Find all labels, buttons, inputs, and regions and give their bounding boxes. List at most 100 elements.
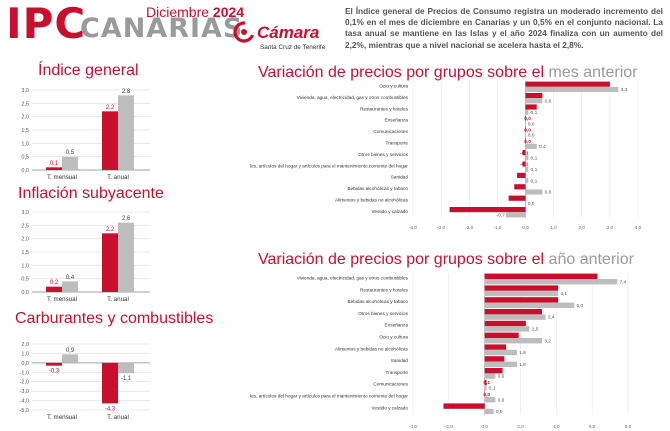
bar xyxy=(484,385,487,391)
category-label: Sanidad xyxy=(391,175,409,180)
category-label: Muebles, artículos del hogar y artículos… xyxy=(250,163,408,168)
category-label: Comunicaciones xyxy=(373,382,408,387)
bar xyxy=(525,155,529,161)
bar xyxy=(525,115,526,121)
title-anio-anterior: Variación de precios por grupos sobre el… xyxy=(258,251,634,269)
bar xyxy=(102,362,118,404)
bar xyxy=(484,273,598,279)
data-label: 4,1 xyxy=(551,286,558,292)
bar xyxy=(484,373,496,379)
bar xyxy=(484,309,542,315)
bar xyxy=(484,326,530,332)
bar xyxy=(62,354,78,363)
bar xyxy=(522,150,526,156)
data-label: 0,1 xyxy=(50,161,59,167)
y-tick-label: 1,0 xyxy=(21,263,29,269)
data-label: 0,4 xyxy=(539,144,546,150)
bar xyxy=(508,195,526,201)
bar xyxy=(449,207,526,213)
logo-ipc: IPC xyxy=(6,0,87,48)
data-label: -0,1 xyxy=(520,150,529,156)
bar xyxy=(525,81,610,87)
x-tick-label: -2,0 xyxy=(445,424,453,429)
data-label: 1,8 xyxy=(519,350,526,356)
bar xyxy=(525,166,529,172)
bar xyxy=(46,167,62,170)
data-label: 0,5 xyxy=(66,150,75,156)
data-label: 4,1 xyxy=(551,298,558,304)
category-label: Transporte xyxy=(386,370,409,375)
y-tick-label: 1,0 xyxy=(21,141,29,147)
bar xyxy=(102,111,118,170)
data-label: 0,9 xyxy=(66,348,75,354)
bar xyxy=(484,302,575,308)
data-label: 1,0 xyxy=(495,368,502,374)
y-tick-label: 2,0 xyxy=(21,115,29,121)
data-label: 0,5 xyxy=(496,409,503,415)
category-label: Enseñanza xyxy=(385,118,409,123)
chart-anio-anterior: -4,0 -2,0 0,0 2,0 4,0 6,0 8,0 Vivienda, agua, e… xyxy=(250,273,632,429)
category-label: Ocio y cultura xyxy=(379,84,408,89)
bar xyxy=(525,98,543,104)
bar xyxy=(505,212,526,218)
category-label: T. mensual xyxy=(47,296,77,302)
bar xyxy=(484,320,526,327)
bar xyxy=(484,368,503,374)
category-label: Vivienda, agua, electricidad, gas y otro… xyxy=(297,276,409,281)
category-label: Ocio y cultura xyxy=(379,335,408,340)
data-label: 0,0 xyxy=(524,128,531,134)
y-tick-label: 2,0 xyxy=(21,237,29,243)
y-tick-label: -5,0 xyxy=(20,408,29,414)
bar xyxy=(517,172,526,178)
bar xyxy=(525,86,619,92)
y-tick-label: 3,0 xyxy=(21,210,29,216)
y-tick-label: 2,0 xyxy=(21,342,29,348)
data-label: 0,0 xyxy=(483,392,490,398)
data-label: 0,0 xyxy=(528,133,535,139)
title-anio-suffix: año anterior xyxy=(548,251,634,268)
bar xyxy=(525,93,543,99)
category-label: Otros bienes y servicios xyxy=(358,311,408,316)
data-label: -2,3 xyxy=(444,404,453,410)
data-label: -0,3 xyxy=(518,173,527,179)
data-label: 0,6 xyxy=(535,93,542,99)
y-tick-label: 0,0 xyxy=(21,361,29,367)
bar xyxy=(62,281,78,292)
y-tick-label: -4,0 xyxy=(20,399,29,405)
bar xyxy=(484,397,496,403)
bar xyxy=(522,161,526,167)
category-label: Otros bienes y servicios xyxy=(358,152,408,157)
category-label: Vestido y calzado xyxy=(372,209,409,214)
data-label: 7,4 xyxy=(619,279,626,285)
bar xyxy=(484,332,519,338)
edition-date: Diciembre 2024 xyxy=(146,4,244,20)
data-label: 0,4 xyxy=(66,275,75,281)
data-label: -0,1 xyxy=(520,162,529,168)
logo-canarias: CANARIAS xyxy=(80,13,244,44)
data-label: 2,6 xyxy=(122,216,131,222)
data-label: 1,2 xyxy=(499,345,506,351)
bar xyxy=(46,286,62,292)
data-label: 0,0 xyxy=(528,121,535,127)
bar xyxy=(525,132,526,138)
category-label: Enseñanza xyxy=(385,323,409,328)
data-label: 0,1 xyxy=(531,167,538,173)
y-tick-label: 0,0 xyxy=(21,168,29,174)
bar xyxy=(62,156,78,170)
bar xyxy=(525,189,543,195)
bar xyxy=(118,95,134,170)
bar xyxy=(484,338,542,344)
y-tick-label: 0,5 xyxy=(21,277,29,283)
data-label: 2,5 xyxy=(532,327,539,333)
x-tick-label: 8,0 xyxy=(625,424,632,429)
y-tick-label: -2,0 xyxy=(20,380,29,386)
category-label: Sanidad xyxy=(391,358,409,363)
data-label: 4,1 xyxy=(560,291,567,297)
bar xyxy=(484,279,618,285)
bar xyxy=(484,379,487,386)
category-label: Alimentos y bebidas no alcohólicas xyxy=(335,346,409,351)
category-label: Alimentos y bebidas no alcohólicas xyxy=(335,198,409,203)
data-label: 0,4 xyxy=(529,105,536,111)
x-tick-label: -3,0 xyxy=(437,225,445,230)
x-tick-label: 3,0 xyxy=(607,225,614,230)
